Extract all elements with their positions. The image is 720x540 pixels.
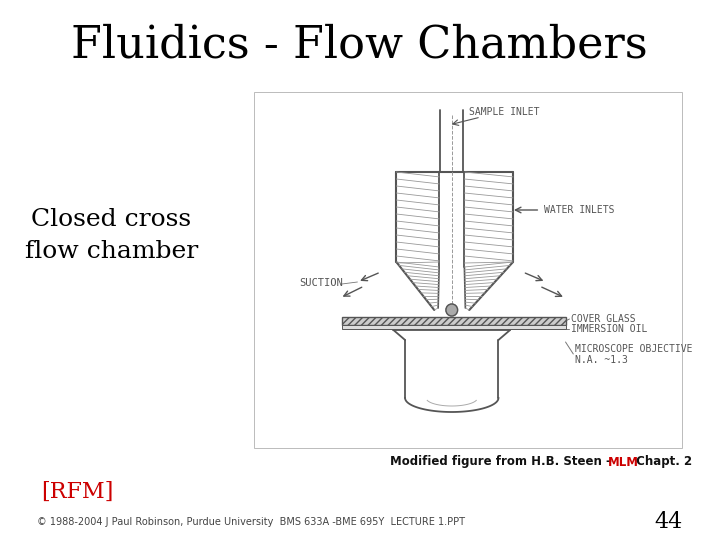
Bar: [342, 317, 565, 325]
Circle shape: [446, 304, 458, 316]
Text: SAMPLE INLET: SAMPLE INLET: [469, 107, 540, 117]
Text: Closed cross
flow chamber: Closed cross flow chamber: [24, 207, 198, 262]
Text: IMMERSION OIL: IMMERSION OIL: [572, 324, 648, 334]
Text: Fluidics - Flow Chambers: Fluidics - Flow Chambers: [71, 23, 648, 66]
Bar: [342, 325, 565, 329]
Text: MICROSCOPE OBJECTIVE: MICROSCOPE OBJECTIVE: [575, 344, 693, 354]
Bar: [254, 92, 683, 448]
Text: N.A. ~1.3: N.A. ~1.3: [575, 355, 628, 365]
Text: SUCTION: SUCTION: [299, 278, 343, 288]
Text: WATER INLETS: WATER INLETS: [544, 205, 615, 215]
Text: Chapt. 2: Chapt. 2: [631, 456, 692, 469]
Text: 44: 44: [654, 511, 683, 533]
Text: [RFM]: [RFM]: [42, 481, 114, 503]
Text: Modified figure from H.B. Steen –: Modified figure from H.B. Steen –: [390, 456, 616, 469]
Text: © 1988-2004 J Paul Robinson, Purdue University  BMS 633A -BME 695Y  LECTURE 1.PP: © 1988-2004 J Paul Robinson, Purdue Univ…: [37, 517, 464, 527]
Text: MLM: MLM: [608, 456, 639, 469]
Text: COVER GLASS: COVER GLASS: [572, 314, 636, 324]
